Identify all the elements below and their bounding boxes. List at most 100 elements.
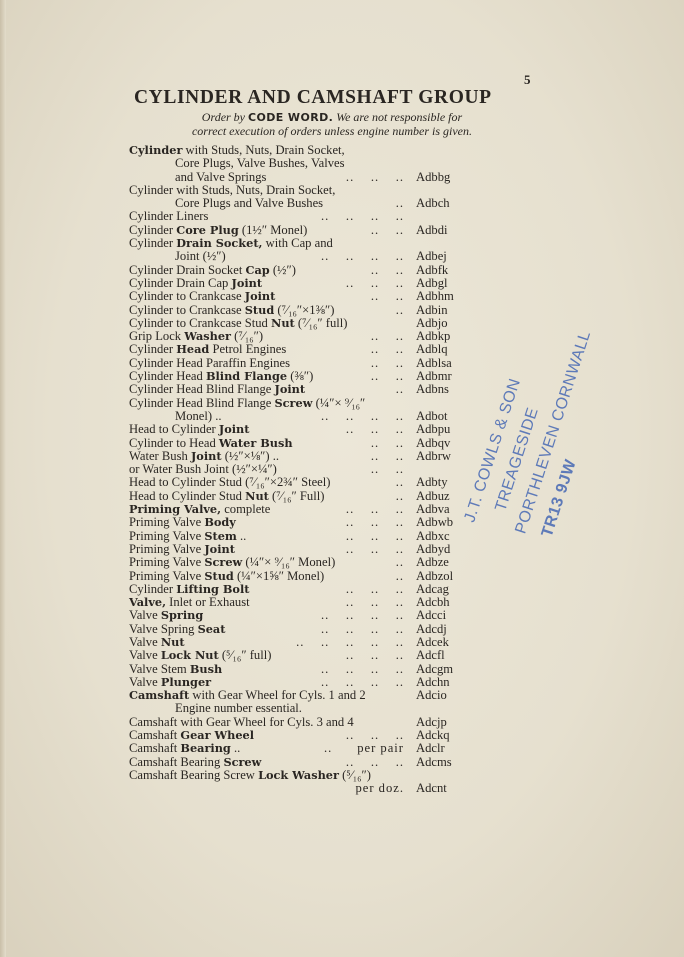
- part-text: Camshaft Bearing Screw: [129, 767, 259, 782]
- part-description: Valve Stem Bush .. .. .. ..: [129, 661, 404, 676]
- part-description: Cylinder Head Petrol Engines .. ..: [129, 342, 404, 357]
- part-description: Cylinder Drain Socket, with Cap and: [129, 236, 404, 250]
- part-text: (⁷⁄₁₆″ Full): [268, 488, 325, 503]
- part-keyword: Joint: [204, 541, 235, 556]
- part-text: Cylinder Head: [129, 369, 206, 384]
- part-description: Water Bush Joint (½″×⅛″) .. .. ..: [129, 449, 404, 463]
- part-text: Cylinder: [129, 342, 177, 357]
- leader-dots: ..: [395, 302, 404, 317]
- part-text: Core Plugs and Valve Bushes: [175, 196, 324, 211]
- part-text: Cylinder Head Blind Flange: [129, 395, 275, 410]
- part-keyword: Stud: [204, 568, 234, 583]
- part-name: Cylinder Drain Socket, with Cap and: [129, 236, 333, 250]
- part-row: Head to Cylinder Stud Nut (⁷⁄₁₆″ Full)..…: [129, 488, 459, 503]
- part-description: Head to Cylinder Stud Nut (⁷⁄₁₆″ Full)..: [129, 488, 404, 503]
- leader-dots: .. .. .. ..: [321, 661, 404, 676]
- part-keyword: Joint: [244, 289, 276, 304]
- part-keyword: Screw: [223, 754, 262, 769]
- leader-dots: .. ..: [370, 462, 404, 477]
- leader-dots: ..: [395, 568, 404, 583]
- part-name: Valve, Inlet or Exhaust: [129, 595, 250, 610]
- leader-dots: .. .. ..: [345, 515, 404, 530]
- code-word: Adcfl: [416, 648, 445, 663]
- part-name: Cylinder Head Blind Flange Joint: [129, 383, 305, 396]
- part-name: Monel) ..: [175, 409, 222, 423]
- part-description: Grip Lock Washer (⁷⁄₁₆″) .. ..: [129, 329, 404, 344]
- part-description: Valve Spring .. .. .. ..: [129, 609, 404, 623]
- part-description: Camshaft with Gear Wheel for Cyls. 3 and…: [129, 714, 404, 729]
- part-text: Priming Valve: [129, 568, 205, 583]
- part-text: with Studs, Nuts, Drain Socket,: [182, 143, 345, 157]
- code-word: Adbns: [416, 382, 449, 397]
- subtitle-text: Order by: [201, 110, 249, 124]
- part-name: Joint (½″): [175, 250, 226, 263]
- leader-dots: ..: [395, 196, 404, 211]
- part-description: Camshaft Bearing Screw Lock Washer (⁵⁄₁₆…: [129, 767, 404, 782]
- part-description: Valve Nut .. .. .. .. ..: [129, 634, 404, 649]
- part-text: (¼″× ⁹⁄₁₆″ Monel): [242, 555, 336, 570]
- leader-dots: .. .. ..: [345, 728, 404, 743]
- part-row: Valve Nut .. .. .. .. .. Adcek: [129, 634, 459, 649]
- leader-dots: .. ..: [370, 369, 404, 384]
- part-row: Head to Cylinder Joint .. .. .. Adbpu: [129, 422, 459, 436]
- part-name: Cylinder Lifting Bolt: [129, 582, 249, 596]
- part-name: Cylinder Liners: [129, 210, 208, 223]
- part-text: (1½″ Monel): [238, 222, 308, 237]
- part-description: Cylinder Head Blind Flange Screw (¼″× ⁹⁄…: [129, 395, 404, 410]
- part-name: Core Plugs and Valve Bushes: [175, 197, 323, 210]
- code-word: Adblsa: [416, 355, 452, 370]
- leader-dots: .. .. .. ..: [321, 249, 404, 264]
- part-description: Priming Valve Stem .. .. .. ..: [129, 528, 404, 543]
- part-text: (⁷⁄₁₆″): [231, 329, 264, 344]
- code-word: [404, 210, 416, 223]
- part-text: Cylinder Head Paraffin Engines: [129, 355, 290, 370]
- part-description: Cylinder with Studs, Nuts, Drain Socket,: [129, 143, 404, 157]
- part-row: Priming Valve Screw (¼″× ⁹⁄₁₆″ Monel).. A…: [129, 555, 459, 570]
- part-keyword: Plunger: [160, 674, 212, 689]
- part-text: Valve: [129, 634, 161, 649]
- part-keyword: Joint: [274, 382, 306, 397]
- part-keyword: Core Plug: [176, 222, 239, 237]
- part-name: Priming Valve, complete: [129, 502, 270, 516]
- part-description: Core Plugs, Valve Bushes, Valves: [129, 157, 404, 170]
- leader-dots: .. ..: [370, 289, 404, 304]
- part-description: Cylinder Lifting Bolt .. .. ..: [129, 582, 404, 596]
- part-description: Head to Cylinder Joint .. .. ..: [129, 422, 404, 436]
- code-word: Adbin: [416, 302, 448, 317]
- part-name: Cylinder to Crankcase Stud Nut (⁷⁄₁₆″ fu…: [129, 316, 347, 330]
- part-row: Camshaft with Gear Wheel for Cyls. 1 and…: [129, 688, 459, 702]
- leader-dots: .. ..: [370, 329, 404, 344]
- part-description: Engine number essential.: [129, 702, 404, 715]
- part-text: (⁷⁄₁₆″×1⅜″): [274, 302, 335, 317]
- code-word: Adbuz: [416, 488, 450, 503]
- part-text: Cylinder Head Blind Flange: [129, 382, 275, 397]
- code-word: Adbva: [416, 502, 450, 517]
- subtitle-line-2: correct execution of orders unless engin…: [191, 124, 473, 138]
- part-keyword: Cylinder: [129, 143, 183, 157]
- part-text: or Water Bush Joint (½″×¼″): [129, 462, 277, 477]
- part-name: Cylinder with Studs, Nuts, Drain Socket,: [129, 183, 335, 197]
- part-keyword: Lock Nut: [160, 648, 219, 663]
- part-text: Camshaft with Gear Wheel for Cyls. 3 and…: [129, 714, 354, 729]
- code-word: [404, 237, 416, 250]
- code-word: Adbot: [416, 408, 448, 423]
- part-row: Priming Valve Body .. .. .. Adbwb: [129, 515, 459, 530]
- code-word: Adcgm: [416, 661, 454, 676]
- part-keyword: Valve,: [129, 595, 167, 610]
- leader-dots: ..: [395, 382, 404, 397]
- part-keyword: Head: [176, 342, 210, 357]
- part-keyword: Blind Flange: [205, 369, 288, 384]
- part-text: Cylinder: [129, 222, 177, 237]
- part-row: Valve Lock Nut (⁵⁄₁₆″ full) .. .. .. Adcfl: [129, 648, 459, 663]
- part-keyword: Gear Wheel: [180, 728, 255, 743]
- part-text: Priming Valve: [129, 528, 205, 543]
- part-row: Cylinder Head Blind Flange (⅜″) .. .. Adbm…: [129, 369, 459, 384]
- part-keyword: Joint: [231, 275, 263, 290]
- page-number: 5: [524, 72, 531, 87]
- part-description: Cylinder Head Blind Flange (⅜″) .. ..: [129, 369, 404, 384]
- code-word: Adbqv: [416, 435, 451, 450]
- part-text: Head to Cylinder Stud (⁷⁄₁₆″×2¾″ Steel): [129, 475, 331, 490]
- code-word: Adbze: [416, 555, 449, 570]
- code-word: Adclr: [416, 741, 445, 756]
- leader-dots: .. .. ..: [345, 528, 404, 543]
